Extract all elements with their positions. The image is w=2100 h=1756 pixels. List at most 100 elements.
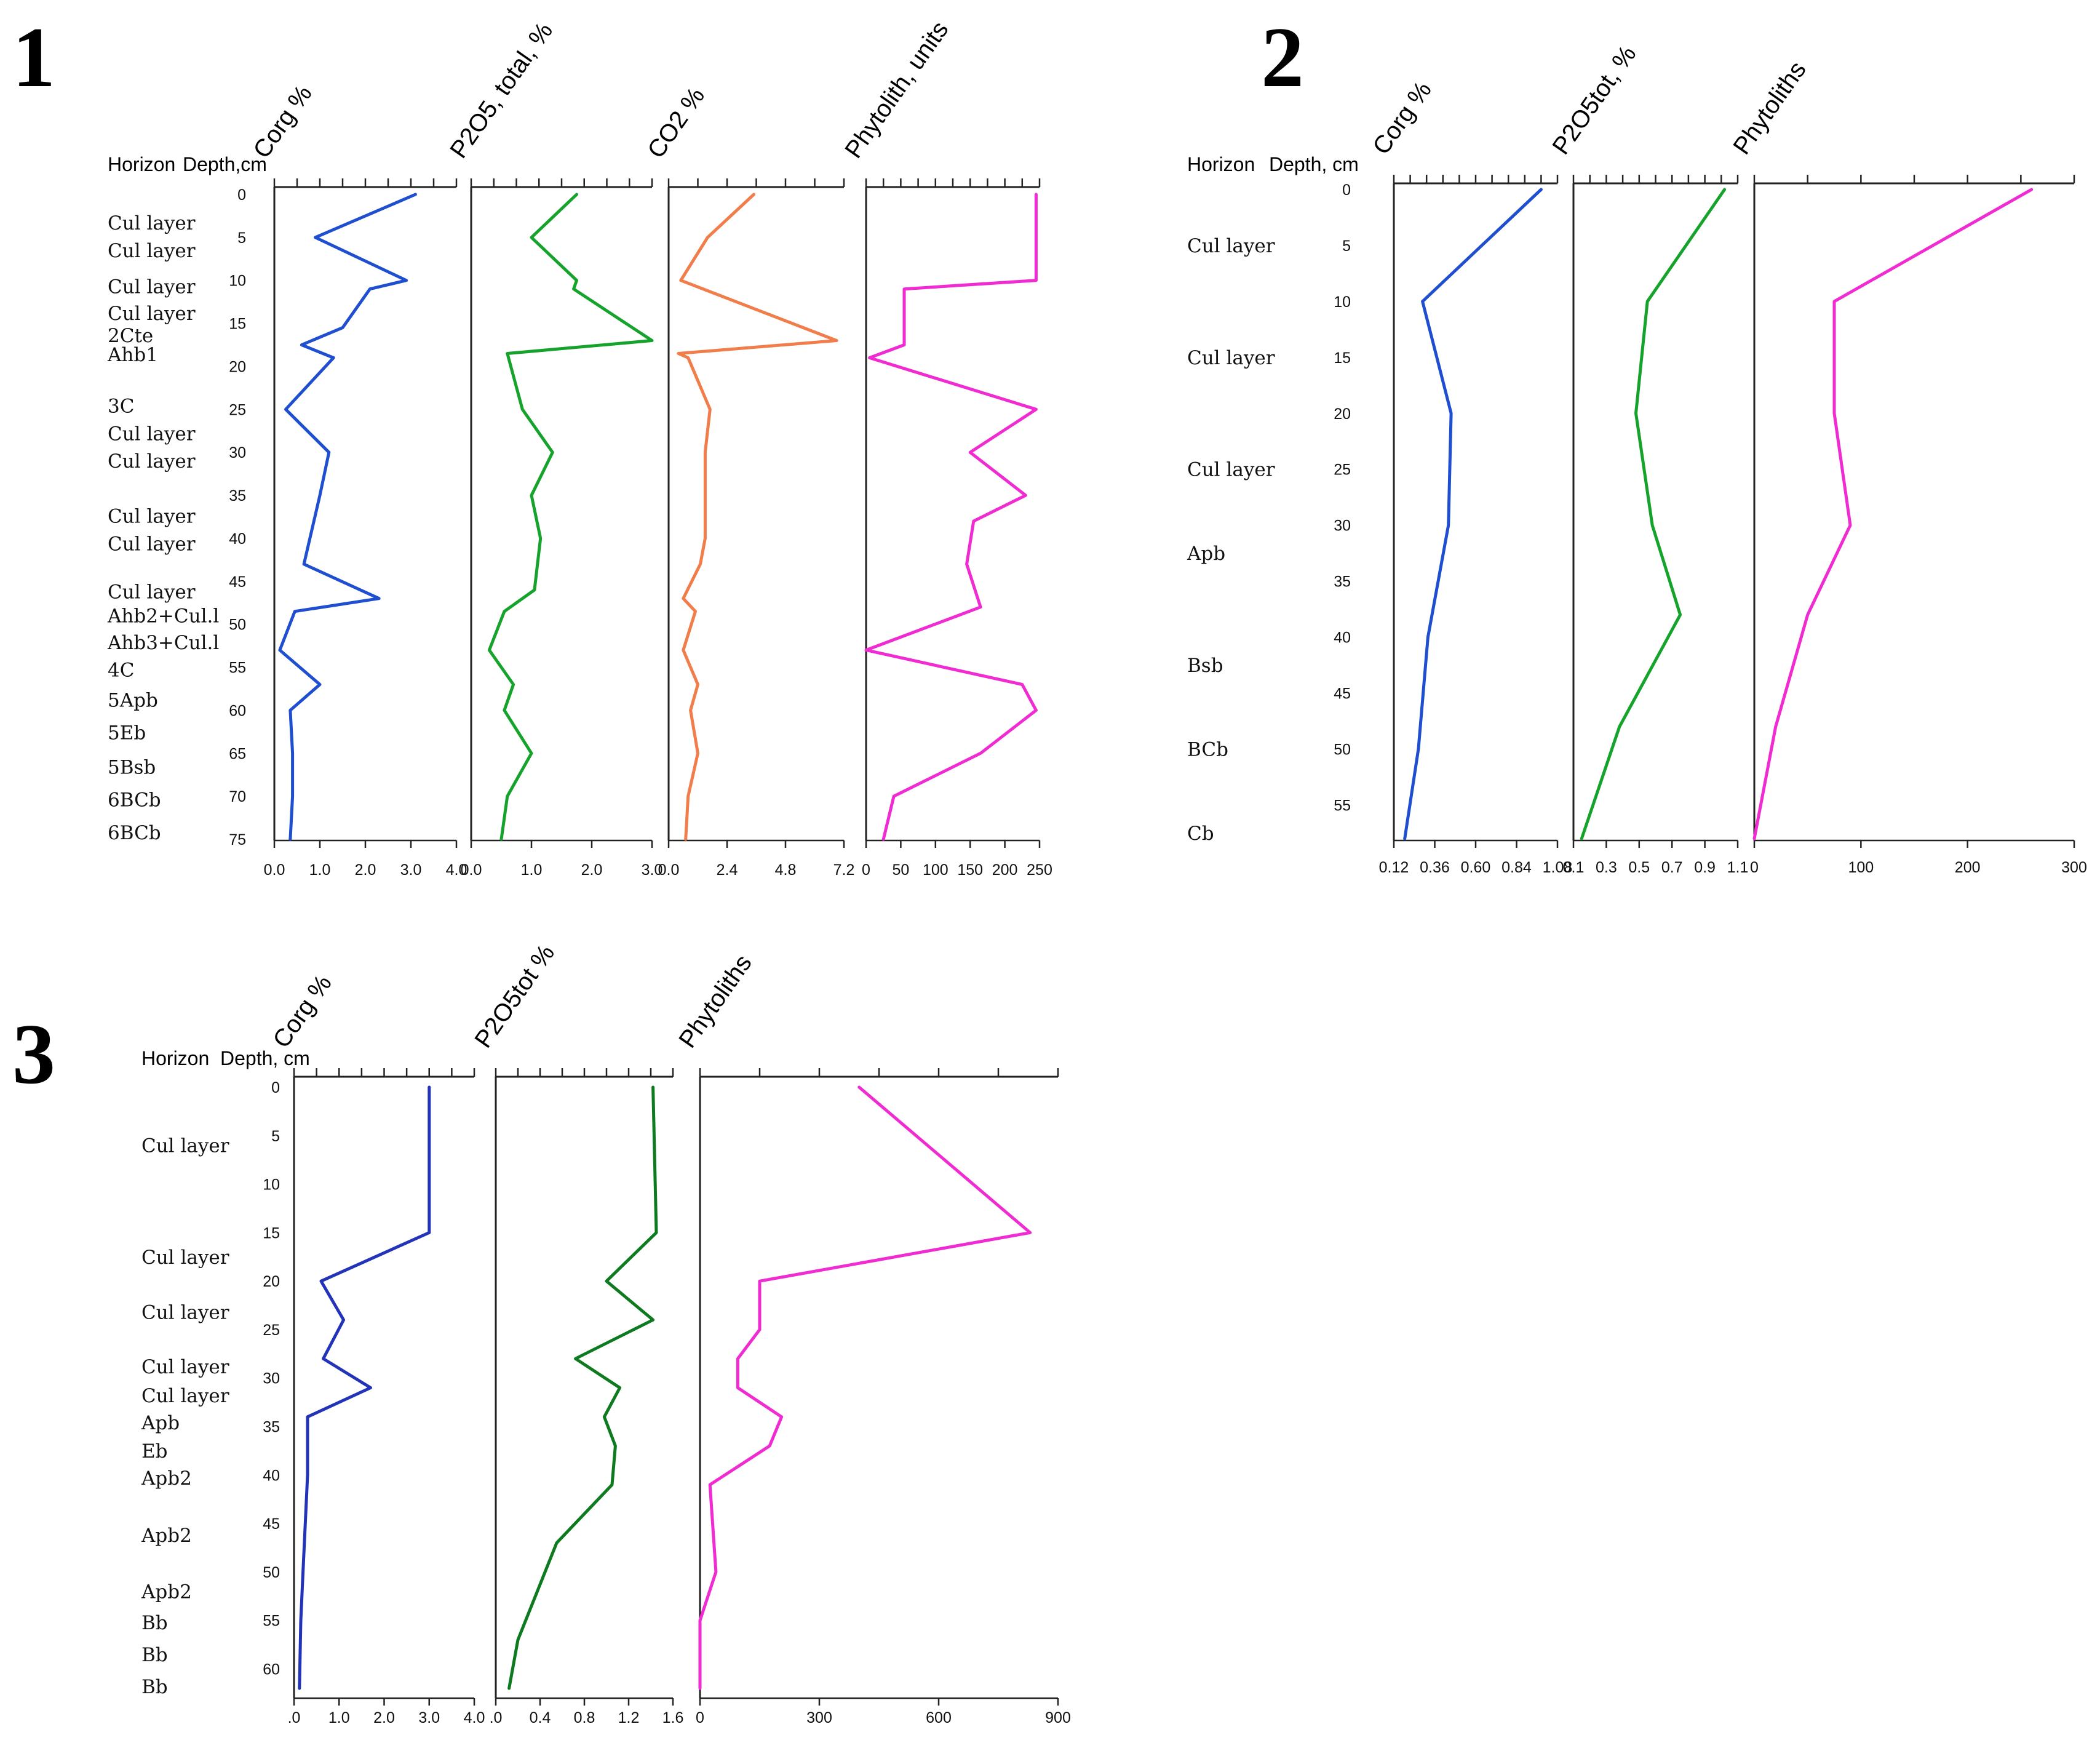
x-tick-label: 0.9 [1694,859,1716,876]
data-point [650,339,654,343]
data-point [319,1279,323,1283]
horizon-label: Bb [141,1612,168,1634]
data-point [291,751,295,755]
x-tick-label: 200 [1955,859,1981,876]
data-point [318,683,322,687]
data-point [341,326,344,330]
track-3: 0 300 600 900 Phytoliths [674,950,1071,1726]
data-point [696,751,700,755]
depth-tick-label: 50 [1334,741,1351,758]
depth-tick-label: 60 [229,702,246,719]
series-title: Phytoliths [674,950,757,1053]
data-point [574,1357,578,1360]
series-line [1580,188,1727,840]
depth-tick-label: 20 [263,1273,280,1290]
data-point [768,1444,771,1448]
horizon-label: Ahb2+Cul.l [107,605,219,628]
horizon-label: Cul layer [108,212,196,234]
track-2: 0.1 0.3 0.5 0.7 0.9 1.1 P2O5tot, % [1547,41,1748,876]
data-point [327,450,331,454]
depth-tick-label: 5 [1342,237,1351,255]
data-point [968,450,972,454]
data-point [300,343,303,347]
data-point [428,1231,431,1234]
data-point [689,708,693,712]
x-tick-label: 0.60 [1461,859,1491,876]
data-point [1580,837,1583,840]
horizon-label: Cul layer [141,1356,229,1378]
x-tick-label: 2.4 [717,861,738,879]
horizon-label: 6BCb [108,789,161,812]
data-point [575,193,579,196]
depth-tick-label: 45 [229,573,246,591]
series-title: Corg % [1367,77,1437,160]
series-line [507,1085,658,1690]
depth-tick-label: 45 [1334,685,1351,703]
data-point [699,562,702,566]
track-1: 0.12 0.36 0.60 0.84 1.08 Corg % [1367,77,1572,876]
depth-tick-label: 70 [229,788,246,805]
data-point [752,193,756,196]
data-point [405,279,408,282]
depth-tick-label: 40 [229,530,246,548]
horizon-label: Eb [141,1440,167,1463]
data-point [651,1085,655,1089]
x-tick-label: 4.8 [775,861,797,879]
data-point [698,1686,702,1690]
data-point [736,1386,739,1390]
x-tick-label: 0.0 [658,861,680,879]
data-point [1034,236,1038,239]
x-tick-label: 1.08 [1543,859,1573,876]
data-point [708,407,712,411]
horizon-label: Cul layer [108,450,196,473]
data-point [979,751,982,755]
data-point [1634,412,1638,415]
x-tick-label: 0 [696,1709,704,1726]
depth-tick-label: 15 [1334,349,1351,367]
data-point [686,356,690,360]
x-tick-label: 0.4 [530,1709,551,1726]
data-point [1421,300,1425,303]
data-point [520,407,524,411]
depth-tick-label: 55 [263,1613,280,1630]
depth-tick-label: 20 [1334,405,1351,423]
horizon-label: Bb [141,1644,168,1666]
x-tick-label: 0.3 [1596,859,1617,876]
x-tick-label: 2.0 [581,861,603,879]
horizon-label: Cul layer [108,303,196,325]
depth-tick-label: 55 [229,660,246,677]
data-point [278,649,282,652]
depth-tick-label: 20 [229,358,246,375]
data-point [1034,279,1038,282]
series-line [864,193,1038,841]
x-tick-label: 7.2 [833,861,855,879]
data-point [618,1386,622,1390]
series-title: Corg % [248,81,317,164]
horizon-label: Apb2 [141,1581,192,1603]
data-point [864,649,868,652]
depth-tick-label: 10 [1334,293,1351,311]
data-point [1034,193,1038,196]
data-point [1806,613,1810,617]
data-point [499,837,503,841]
data-point [1679,613,1682,617]
series-line [1403,188,1543,840]
depth-tick-label: 0 [271,1079,280,1096]
data-point [301,1570,305,1574]
data-point [892,794,896,798]
series-title: CO2 % [642,82,710,163]
data-point [703,537,707,540]
data-point [487,649,491,652]
depth-tick-label: 10 [263,1176,280,1194]
depth-tick-label: 30 [1334,517,1351,535]
data-point [306,1473,309,1477]
x-tick-label: .0 [288,1709,301,1726]
data-point [758,1279,762,1283]
data-point [413,193,417,196]
horizon-label: Cb [1187,823,1214,845]
horizon-header: Horizon [141,1047,209,1069]
data-point [1832,300,1836,303]
horizon-label: Cul layer [141,1385,229,1407]
depth-tick-label: 50 [229,617,246,634]
data-point [555,1541,559,1545]
